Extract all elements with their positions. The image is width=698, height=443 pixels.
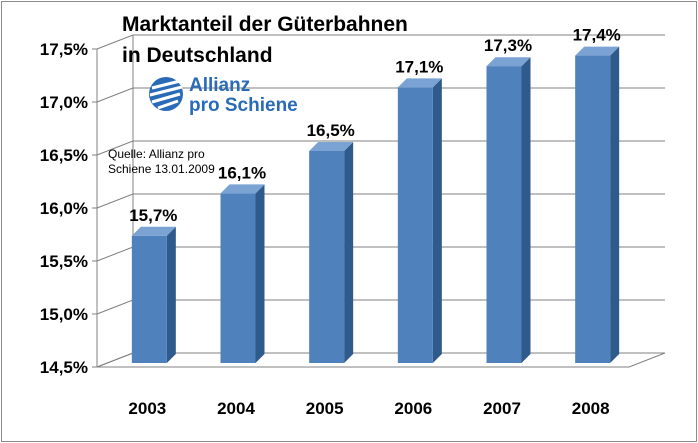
bar-front [309,151,345,363]
source-note-line1: Quelle: Allianz pro [108,147,205,161]
bar-front [131,235,167,363]
bar-2004 [220,184,265,363]
bar-2006 [397,78,442,364]
data-label: 16,5% [307,121,355,140]
x-tick-label: 2005 [306,399,344,418]
x-tick-label: 2003 [128,399,166,418]
bar-side [521,57,531,363]
x-tick-label: 2004 [217,399,255,418]
bar-front [486,66,522,363]
chart-title-line2: in Deutschland [122,44,273,67]
source-note-line2: Schiene 13.01.2009 [108,162,215,176]
bar-2007 [486,57,531,363]
bar-side [166,226,176,363]
x-axis: 2003 2004 2005 2006 2007 2008 [128,399,609,418]
chart-title-line1: Marktanteil der Güterbahnen [122,13,408,36]
y-tick-label: 17,0% [40,93,88,112]
bar-side [432,78,442,364]
data-label: 15,7% [129,206,177,225]
bar-side [344,142,354,363]
bar-front [575,55,611,363]
bar-top [131,226,176,236]
bars [131,46,620,364]
x-tick-label: 2008 [572,399,610,418]
bar-top [309,142,354,151]
x-tick-label: 2007 [483,399,521,418]
x-tick-label: 2006 [394,399,432,418]
bar-top [575,46,620,56]
y-tick-label: 17,5% [40,40,88,59]
bar-top [220,184,265,194]
bar-side [255,184,265,363]
bar-front [220,193,256,363]
y-tick-label: 15,0% [40,305,88,324]
data-label: 17,3% [484,36,532,55]
logo-text-line1: Allianz [189,75,250,96]
bar-2005 [309,142,354,363]
allianz-pro-schiene-logo: Allianz pro Schiene [149,75,298,116]
data-label: 17,4% [573,26,621,45]
data-labels: 15,7% 16,1% 16,5% 17,1% 17,3% 17,4% [129,26,621,225]
data-label: 17,1% [395,57,443,76]
bar-top [486,57,531,67]
y-axis: 14,5% 15,0% 15,5% 16,0% 16,5% 17,0% 17,5% [40,40,97,377]
gridline [96,34,665,50]
bar-top [397,78,442,88]
bar-2003 [131,226,176,363]
y-tick-label: 16,5% [40,146,88,165]
bar-2008 [575,46,620,363]
logo-text-line2: pro Schiene [189,95,298,116]
y-tick-label: 15,5% [40,252,88,271]
y-tick-label: 16,0% [40,199,88,218]
allianz-pro-schiene-logo-icon [149,77,183,111]
y-tick-label: 14,5% [40,358,88,377]
bar-front [397,87,433,364]
bar-side [610,46,620,363]
data-label: 16,1% [218,163,266,182]
